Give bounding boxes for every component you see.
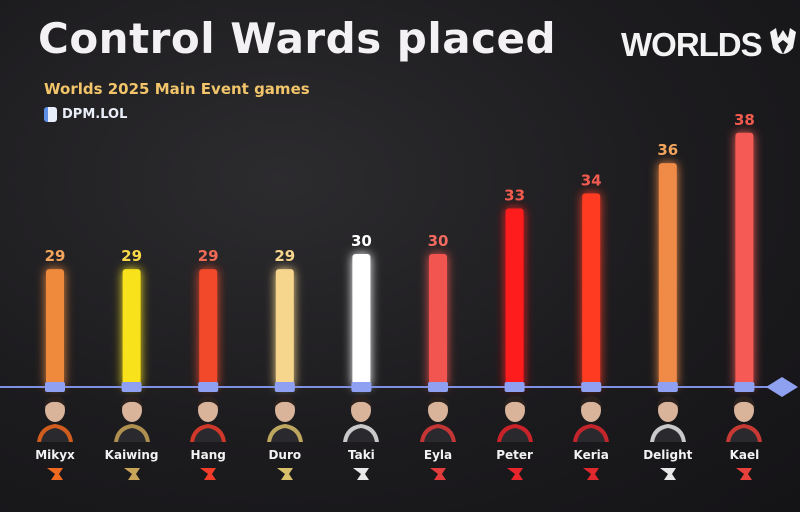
value-label: 36 (657, 141, 678, 159)
player-name: Taki (347, 448, 375, 462)
player-name: Keria (573, 448, 609, 462)
bar-base-marker (121, 382, 142, 392)
player-avatar-icon (190, 396, 227, 442)
event-logo-text-left: WORLDS (621, 26, 763, 63)
value-label: 29 (121, 247, 142, 265)
bar-base-marker (198, 382, 219, 392)
player-peter: Peter (479, 390, 551, 482)
player-avatar-icon (649, 396, 686, 442)
team-logo-icon (659, 468, 676, 480)
bar-base-marker (657, 382, 678, 392)
bar-base-marker (274, 382, 295, 392)
bar-peter (505, 208, 524, 387)
player-name: Delight (643, 448, 693, 462)
player-avatar-icon (420, 396, 456, 442)
player-row: Mikyx Kaiwing Hang Duro Taki Eyla Peter Keria De… (0, 390, 800, 512)
bar-keria (582, 193, 601, 387)
bar-base-marker (504, 382, 525, 392)
team-logo-icon (736, 468, 753, 480)
player-name: Duro (268, 448, 302, 462)
value-label: 29 (198, 247, 219, 265)
player-keria: Keria (555, 390, 627, 482)
chart-subtitle: Worlds 2025 Main Event games (44, 80, 310, 98)
worlds-trophy-icon (769, 28, 796, 54)
player-name: Hang (190, 448, 226, 462)
bar-hang (199, 269, 218, 387)
value-label: 38 (734, 111, 755, 129)
player-avatar-icon (573, 396, 610, 442)
bar-base-marker (734, 382, 755, 392)
player-avatar-icon (113, 396, 150, 442)
baseline-arrow-icon (766, 377, 798, 397)
team-logo-icon (200, 468, 217, 480)
bar-base-marker (581, 382, 602, 392)
player-avatar-icon (726, 396, 763, 442)
player-hang: Hang (172, 390, 244, 482)
bar-taki (352, 253, 371, 387)
source-credit: DPM.LOL (44, 107, 127, 122)
player-avatar-icon (37, 396, 73, 442)
player-avatar-icon (266, 396, 303, 442)
source-label: DPM.LOL (62, 107, 128, 122)
player-avatar-icon (343, 396, 380, 442)
dpm-logo-icon (44, 107, 57, 122)
value-label: 30 (428, 232, 449, 250)
event-logo: WORLDS 25 (621, 26, 800, 64)
chart-title: Control Wards placed (38, 14, 557, 63)
value-label: 34 (581, 171, 602, 189)
bar-mikyx (46, 269, 64, 387)
team-logo-icon (430, 468, 446, 480)
team-logo-icon (583, 468, 600, 480)
bar-base-marker (428, 382, 448, 392)
player-delight: Delight (632, 390, 704, 482)
player-kaiwing: Kaiwing (96, 390, 168, 482)
player-avatar-icon (496, 396, 533, 442)
bar-duro (275, 269, 294, 387)
player-duro: Duro (249, 390, 321, 482)
player-name: Peter (496, 448, 533, 462)
bar-kaiwing (122, 269, 141, 387)
player-eyla: Eyla (402, 390, 474, 482)
bar-kael (735, 132, 754, 387)
value-label: 33 (504, 187, 525, 205)
player-name: Kaiwing (104, 448, 159, 462)
team-logo-icon (353, 468, 370, 480)
bar-delight (658, 163, 677, 387)
value-label: 29 (45, 247, 66, 265)
team-logo-icon (276, 468, 293, 480)
player-kael: Kael (708, 390, 780, 482)
player-mikyx: Mikyx (19, 390, 91, 482)
player-name: Eyla (423, 448, 453, 462)
value-label: 30 (351, 232, 372, 250)
bar-eyla (429, 253, 447, 387)
team-logo-icon (123, 468, 140, 480)
bar-base-marker (351, 382, 372, 392)
team-logo-icon (47, 468, 63, 480)
player-name: Mikyx (35, 448, 75, 462)
bar-base-marker (45, 382, 65, 392)
player-name: Kael (729, 448, 760, 462)
player-taki: Taki (325, 390, 397, 482)
value-label: 29 (274, 247, 295, 265)
team-logo-icon (506, 468, 523, 480)
